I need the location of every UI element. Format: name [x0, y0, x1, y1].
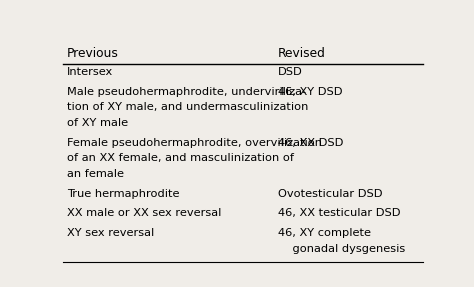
Text: 46, XX DSD: 46, XX DSD	[278, 138, 343, 148]
Text: of XY male: of XY male	[66, 118, 128, 128]
Text: Previous: Previous	[66, 46, 118, 60]
Text: Revised: Revised	[278, 46, 326, 60]
Text: gonadal dysgenesis: gonadal dysgenesis	[278, 244, 405, 254]
Text: Intersex: Intersex	[66, 67, 113, 77]
Text: 46, XX testicular DSD: 46, XX testicular DSD	[278, 208, 401, 218]
Text: Female pseudohermaphrodite, overvilization: Female pseudohermaphrodite, overvilizati…	[66, 138, 321, 148]
Text: True hermaphrodite: True hermaphrodite	[66, 189, 179, 199]
Text: of an XX female, and masculinization of: of an XX female, and masculinization of	[66, 153, 293, 163]
Text: 46, XY complete: 46, XY complete	[278, 228, 371, 238]
Text: 46, XY DSD: 46, XY DSD	[278, 87, 342, 97]
Text: tion of XY male, and undermasculinization: tion of XY male, and undermasculinizatio…	[66, 102, 308, 112]
Text: DSD: DSD	[278, 67, 302, 77]
Text: Male pseudohermaphrodite, underviriliza-: Male pseudohermaphrodite, underviriliza-	[66, 87, 306, 97]
Text: an female: an female	[66, 169, 124, 179]
Text: XY sex reversal: XY sex reversal	[66, 228, 154, 238]
Text: Ovotesticular DSD: Ovotesticular DSD	[278, 189, 383, 199]
Text: XX male or XX sex reversal: XX male or XX sex reversal	[66, 208, 221, 218]
